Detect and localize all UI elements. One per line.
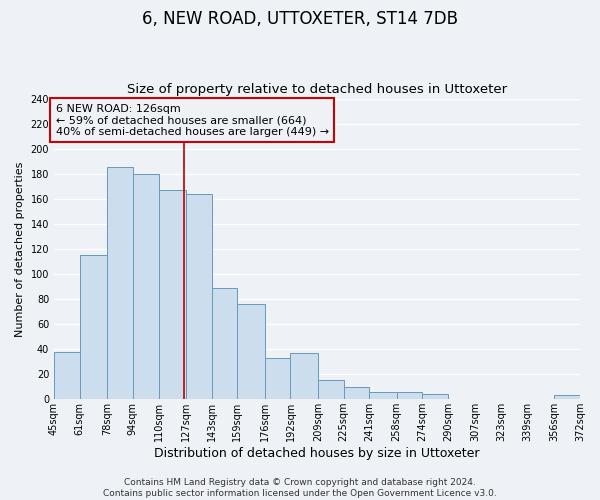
Bar (554, 396, 580, 399)
X-axis label: Distribution of detached houses by size in Uttoxeter: Distribution of detached houses by size … (154, 447, 480, 460)
Bar (133, 174, 158, 399)
Bar (238, 304, 265, 399)
Bar (186, 194, 212, 399)
Bar (80, 255, 107, 399)
Bar (290, 353, 318, 399)
Bar (107, 168, 133, 399)
Bar (397, 392, 422, 399)
Bar (369, 392, 397, 399)
Text: 6 NEW ROAD: 126sqm
← 59% of detached houses are smaller (664)
40% of semi-detach: 6 NEW ROAD: 126sqm ← 59% of detached hou… (56, 104, 329, 137)
Y-axis label: Number of detached properties: Number of detached properties (15, 161, 25, 336)
Bar (54, 352, 80, 399)
Bar (158, 190, 186, 399)
Title: Size of property relative to detached houses in Uttoxeter: Size of property relative to detached ho… (127, 83, 507, 96)
Text: 6, NEW ROAD, UTTOXETER, ST14 7DB: 6, NEW ROAD, UTTOXETER, ST14 7DB (142, 10, 458, 28)
Bar (422, 394, 448, 399)
Text: Contains HM Land Registry data © Crown copyright and database right 2024.
Contai: Contains HM Land Registry data © Crown c… (103, 478, 497, 498)
Bar (265, 358, 290, 399)
Bar (212, 288, 238, 399)
Bar (318, 380, 344, 399)
Bar (344, 386, 369, 399)
